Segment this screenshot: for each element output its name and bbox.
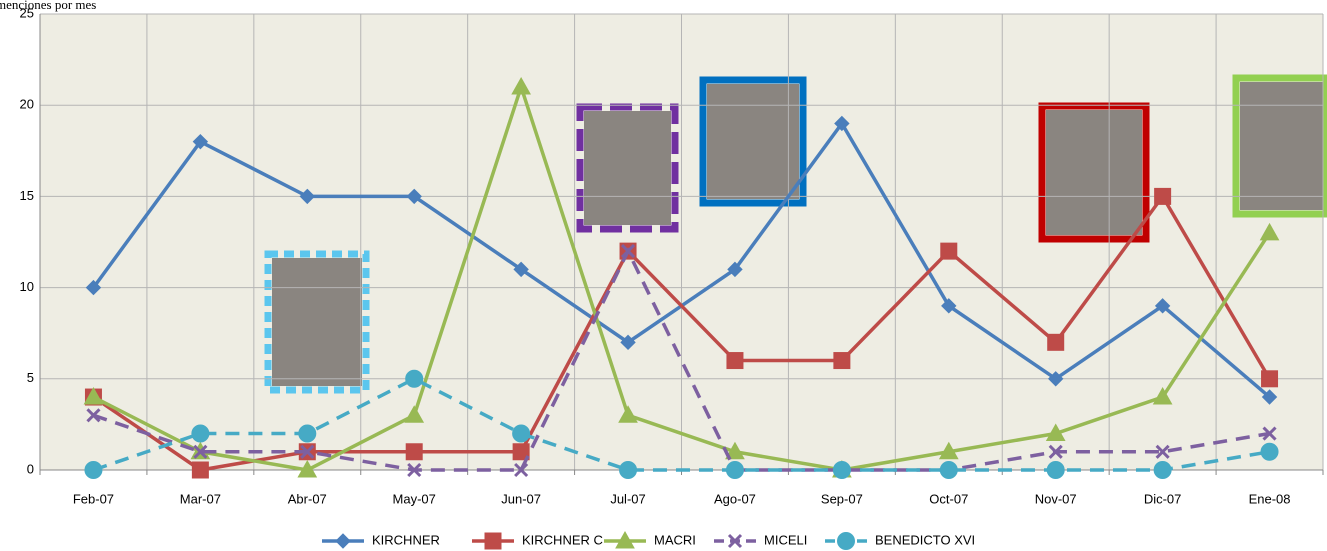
x-tick-label: Mar-07 (180, 491, 221, 506)
data-point (1045, 423, 1066, 442)
data-point (1048, 444, 1063, 459)
photo-frame (576, 103, 679, 233)
y-tick-label: 5 (27, 370, 34, 385)
legend-marker (335, 533, 351, 549)
data-point (1261, 370, 1279, 388)
series-line (92, 376, 1270, 472)
data-point (512, 443, 530, 461)
legend-label: KIRCHNER C (522, 532, 603, 547)
data-point (1048, 371, 1064, 387)
x-tick-label: Abr-07 (288, 491, 327, 506)
data-point (938, 441, 959, 460)
photo (584, 111, 671, 225)
data-point (620, 244, 636, 259)
legend-label: MICELI (764, 532, 807, 547)
data-point (1154, 187, 1172, 205)
data-point (939, 461, 958, 479)
data-point (513, 261, 529, 278)
data-point (83, 387, 104, 405)
data-point (726, 352, 744, 370)
photo (1240, 82, 1323, 210)
legend-label: BENEDICTO XVI (875, 532, 975, 547)
data-point (407, 462, 422, 478)
data-point (84, 461, 103, 479)
data-point (86, 408, 101, 423)
data-point (1260, 442, 1279, 461)
data-point (85, 279, 102, 296)
x-tick-label: Sep-07 (821, 491, 863, 506)
photo (707, 84, 799, 199)
photos (264, 74, 1327, 394)
legend-marker (484, 532, 502, 550)
x-tick-label: May-07 (393, 491, 436, 506)
data-point (191, 461, 209, 479)
data-point (833, 352, 851, 370)
data-point (941, 298, 957, 314)
data-point (512, 424, 531, 443)
photo-frame (699, 76, 807, 207)
data-point (618, 405, 638, 423)
x-tick-label: Jun-07 (501, 491, 541, 506)
data-point (511, 76, 531, 95)
data-point (297, 459, 318, 478)
data-point (834, 115, 850, 132)
data-point (1261, 389, 1278, 405)
data-point (299, 188, 315, 205)
data-point (725, 461, 744, 479)
data-point (514, 462, 529, 478)
y-tick-label: 0 (27, 461, 34, 476)
x-tick-label: Feb-07 (73, 491, 114, 506)
data-point (405, 443, 423, 461)
y-tick-label: 20 (20, 97, 34, 112)
data-point (940, 242, 958, 260)
series-line (92, 193, 1272, 472)
data-point (300, 444, 315, 459)
data-point (1046, 461, 1065, 479)
legend-label: MACRI (654, 532, 696, 547)
data-point (725, 441, 745, 460)
data-point (1259, 222, 1280, 241)
series-line (92, 81, 1272, 472)
data-point (191, 424, 210, 443)
data-point (404, 405, 425, 423)
data-point (1153, 461, 1172, 479)
data-point (1152, 387, 1173, 405)
data-point (193, 444, 208, 459)
data-point (1047, 333, 1065, 351)
data-point (192, 133, 209, 150)
data-point (406, 188, 422, 205)
y-axis-label: menciones por mes (0, 0, 96, 12)
x-tick-label: Ene-08 (1249, 491, 1291, 506)
legend-marker (837, 532, 855, 550)
x-tick-label: Ago-07 (714, 491, 756, 506)
legend-marker (727, 533, 743, 549)
data-point (832, 461, 851, 479)
data-point (727, 261, 743, 278)
photo-frame (1232, 74, 1327, 218)
data-point (1155, 444, 1170, 459)
data-point (405, 369, 424, 388)
photo-frame (1038, 102, 1150, 243)
data-point (619, 461, 638, 479)
x-tick-label: Jul-07 (610, 491, 645, 506)
legend-marker (615, 530, 635, 549)
data-point (1262, 426, 1277, 441)
y-tick-label: 15 (20, 188, 34, 203)
x-tick-label: Nov-07 (1035, 491, 1077, 506)
x-tick-label: Dic-07 (1144, 491, 1182, 506)
y-tick-label: 10 (20, 279, 34, 294)
y-tick-label: 25 (20, 5, 34, 20)
x-tick-label: Oct-07 (929, 491, 968, 506)
data-point (1154, 298, 1171, 314)
data-point (620, 334, 636, 351)
data-point (298, 424, 317, 443)
photo (1046, 110, 1142, 235)
photo-frame (264, 250, 370, 394)
legend-label: KIRCHNER (372, 532, 440, 547)
photo (272, 258, 362, 386)
